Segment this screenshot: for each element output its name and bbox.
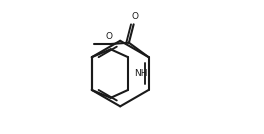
Text: NH: NH — [135, 69, 148, 78]
Text: O: O — [105, 32, 112, 41]
Text: O: O — [131, 12, 138, 21]
